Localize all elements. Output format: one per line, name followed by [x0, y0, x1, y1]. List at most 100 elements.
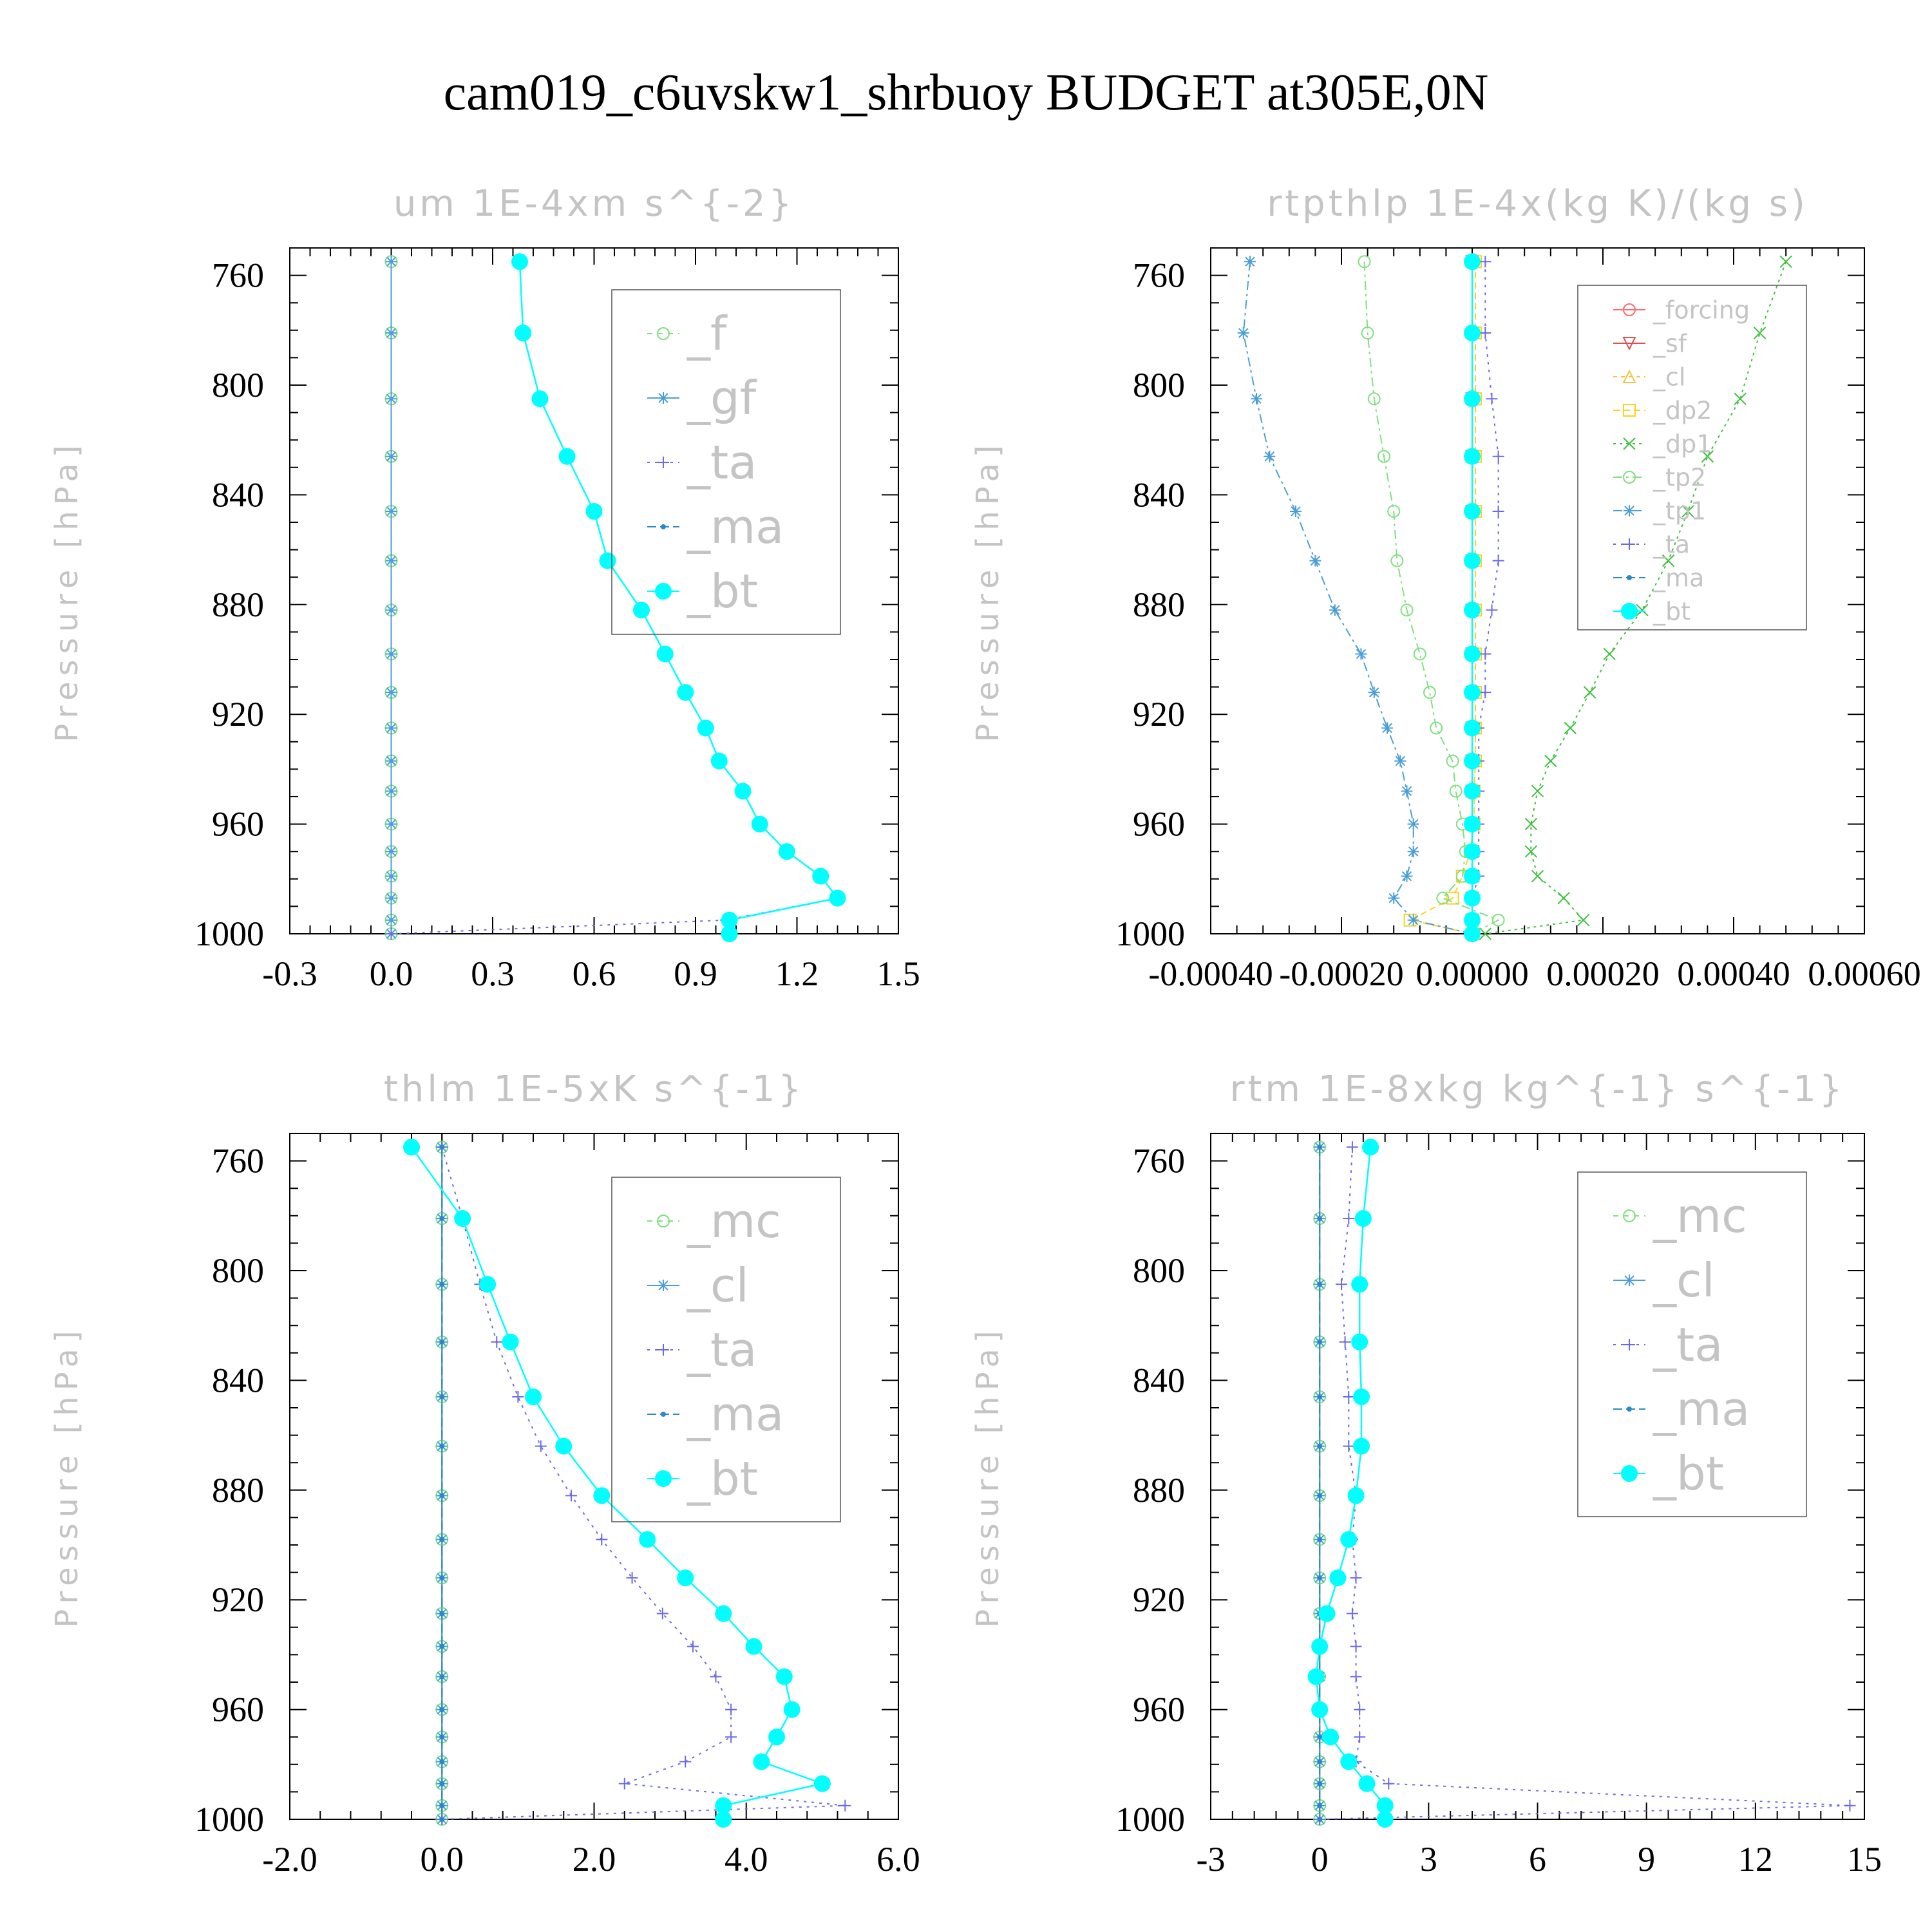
legend-label: _mc	[1653, 1189, 1747, 1243]
series-dp1-point-17	[1479, 927, 1492, 940]
series-tp2-point-6	[1400, 603, 1414, 617]
series-gf	[385, 256, 397, 940]
series-bt-point-4	[1353, 1388, 1370, 1405]
series-ma-point-6	[439, 1493, 445, 1499]
series-ta-point-10	[687, 1640, 699, 1653]
series-ma	[439, 1144, 445, 1822]
series-ta-point-6	[565, 1490, 578, 1502]
legend-marker-ma-point-0	[1627, 575, 1632, 580]
x-tick-label: -2.0	[262, 1840, 317, 1879]
series-line	[1320, 1147, 1850, 1820]
series-bt-point-5	[1353, 1437, 1370, 1455]
x-tick-label: 0.00000	[1416, 954, 1529, 993]
series-line	[391, 261, 839, 934]
series-ta-point-7	[1479, 648, 1492, 660]
series-ta-point-7	[596, 1533, 608, 1546]
series-bt-point-3	[502, 1333, 519, 1350]
series-ma-point-10	[439, 1643, 445, 1649]
y-tick-label: 760	[212, 1142, 264, 1180]
series-ta-point-15	[618, 1777, 630, 1790]
series-tp2-point-16	[1492, 913, 1505, 927]
series-dp1-point-8	[1583, 686, 1596, 699]
series-ta-point-13	[725, 1731, 737, 1743]
y-tick-label: 880	[1133, 585, 1185, 624]
panel-4: rtm 1E-8xkg kg^{-1} s^{-1} Pressure [hPa]…	[970, 1068, 1882, 1879]
series-bt-point-14	[1464, 867, 1481, 885]
y-tick-label: 880	[1133, 1471, 1185, 1510]
series-bt-point-13	[768, 1728, 785, 1746]
y-tick-label: 960	[1133, 805, 1185, 844]
series-ta-point-9	[1346, 1607, 1358, 1620]
y-axis-label: Pressure [hPa]	[970, 439, 1006, 742]
legend-label: _mc	[687, 1194, 781, 1248]
x-tick-label: 4.0	[724, 1840, 768, 1879]
x-tick-label: 1.5	[876, 954, 920, 993]
legend-marker-ma-point-0	[1627, 1406, 1632, 1412]
series-ta-point-16	[839, 1799, 851, 1812]
series-dp1-point-11	[1531, 784, 1544, 798]
x-tick-label: 0.0	[421, 1840, 464, 1879]
series-bt-point-15	[813, 1775, 831, 1792]
x-tick-label: 0.9	[674, 954, 717, 993]
legend-label: _ta	[687, 1323, 757, 1377]
series-bt-point-17	[715, 1811, 732, 1828]
legend-box	[611, 289, 841, 635]
series-line	[1363, 261, 1500, 934]
legend-marker-mc-point-0	[657, 1215, 670, 1227]
series-ta-point-1	[1479, 327, 1492, 339]
series-tp2-point-7	[1413, 647, 1426, 661]
series-tp1-point-0	[1244, 256, 1256, 268]
panel-title: thlm 1E-5xK s^{-1}	[384, 1068, 804, 1110]
series-bt-point-16	[721, 911, 738, 929]
series-dp1-point-1	[1753, 327, 1766, 339]
series-ta-point-0	[1479, 256, 1492, 268]
legend-label: _ma	[1653, 564, 1704, 592]
series-dp1-point-2	[1734, 392, 1747, 406]
x-tick-label: 0	[1311, 1840, 1329, 1879]
legend-label: _bt	[687, 564, 758, 618]
series-ma-point-15	[439, 1781, 445, 1786]
series-ta-point-5	[1343, 1440, 1355, 1452]
series-bt-point-15	[829, 889, 846, 907]
series-dp1-point-13	[1524, 845, 1538, 858]
series-bt-point-5	[599, 552, 616, 569]
series-bt-point-9	[715, 1605, 732, 1622]
series-dp1	[1479, 255, 1792, 940]
series-bt-point-17	[1464, 925, 1481, 942]
series-tp2-point-9	[1430, 721, 1443, 735]
series-ma-point-4	[439, 1394, 445, 1399]
legend-label: _ma	[687, 1387, 784, 1441]
series-ta-point-4	[1492, 505, 1504, 517]
series-ta	[1314, 1141, 1856, 1825]
series-bt-point-2	[1351, 1276, 1368, 1293]
series-ta-point-3	[491, 1336, 503, 1348]
legend-marker-ta-point-0	[658, 457, 669, 468]
series-ma-point-17	[1317, 1817, 1323, 1822]
panel-title: rtpthlp 1E-4x(kg K)/(kg s)	[1267, 183, 1808, 225]
series-gf-point-13	[385, 846, 397, 858]
legend-label: _ta	[1653, 530, 1690, 558]
series-ta-point-17	[385, 928, 397, 940]
legend-label: _bt	[1653, 597, 1690, 625]
series-gf-point-15	[385, 892, 397, 904]
legend-marker-bt-point-0	[1621, 603, 1638, 620]
y-axis-label: Pressure [hPa]	[49, 439, 85, 742]
series-dp1-point-15	[1557, 891, 1570, 905]
series-bt	[511, 253, 846, 942]
series-ta-point-16	[1844, 1799, 1856, 1812]
series-bt-point-0	[1362, 1139, 1379, 1156]
series-ma-point-16	[1317, 1803, 1323, 1808]
legend-label: _ta	[687, 435, 757, 489]
series-bt-point-1	[515, 325, 532, 342]
series-bt-point-13	[778, 843, 795, 860]
series-gf-point-11	[385, 785, 397, 797]
series-bt-point-1	[1464, 325, 1481, 342]
series-ma-point-9	[439, 1611, 445, 1616]
series-ma-point-6	[1317, 1493, 1323, 1499]
legend-marker-sf-point-0	[1622, 337, 1636, 351]
panel-title: um 1E-4xm s^{-2}	[393, 183, 795, 225]
plot-frame	[1210, 1133, 1865, 1820]
series-line	[1408, 261, 1477, 934]
series-bt-point-14	[1340, 1753, 1358, 1770]
series-bt-point-12	[1311, 1701, 1329, 1718]
